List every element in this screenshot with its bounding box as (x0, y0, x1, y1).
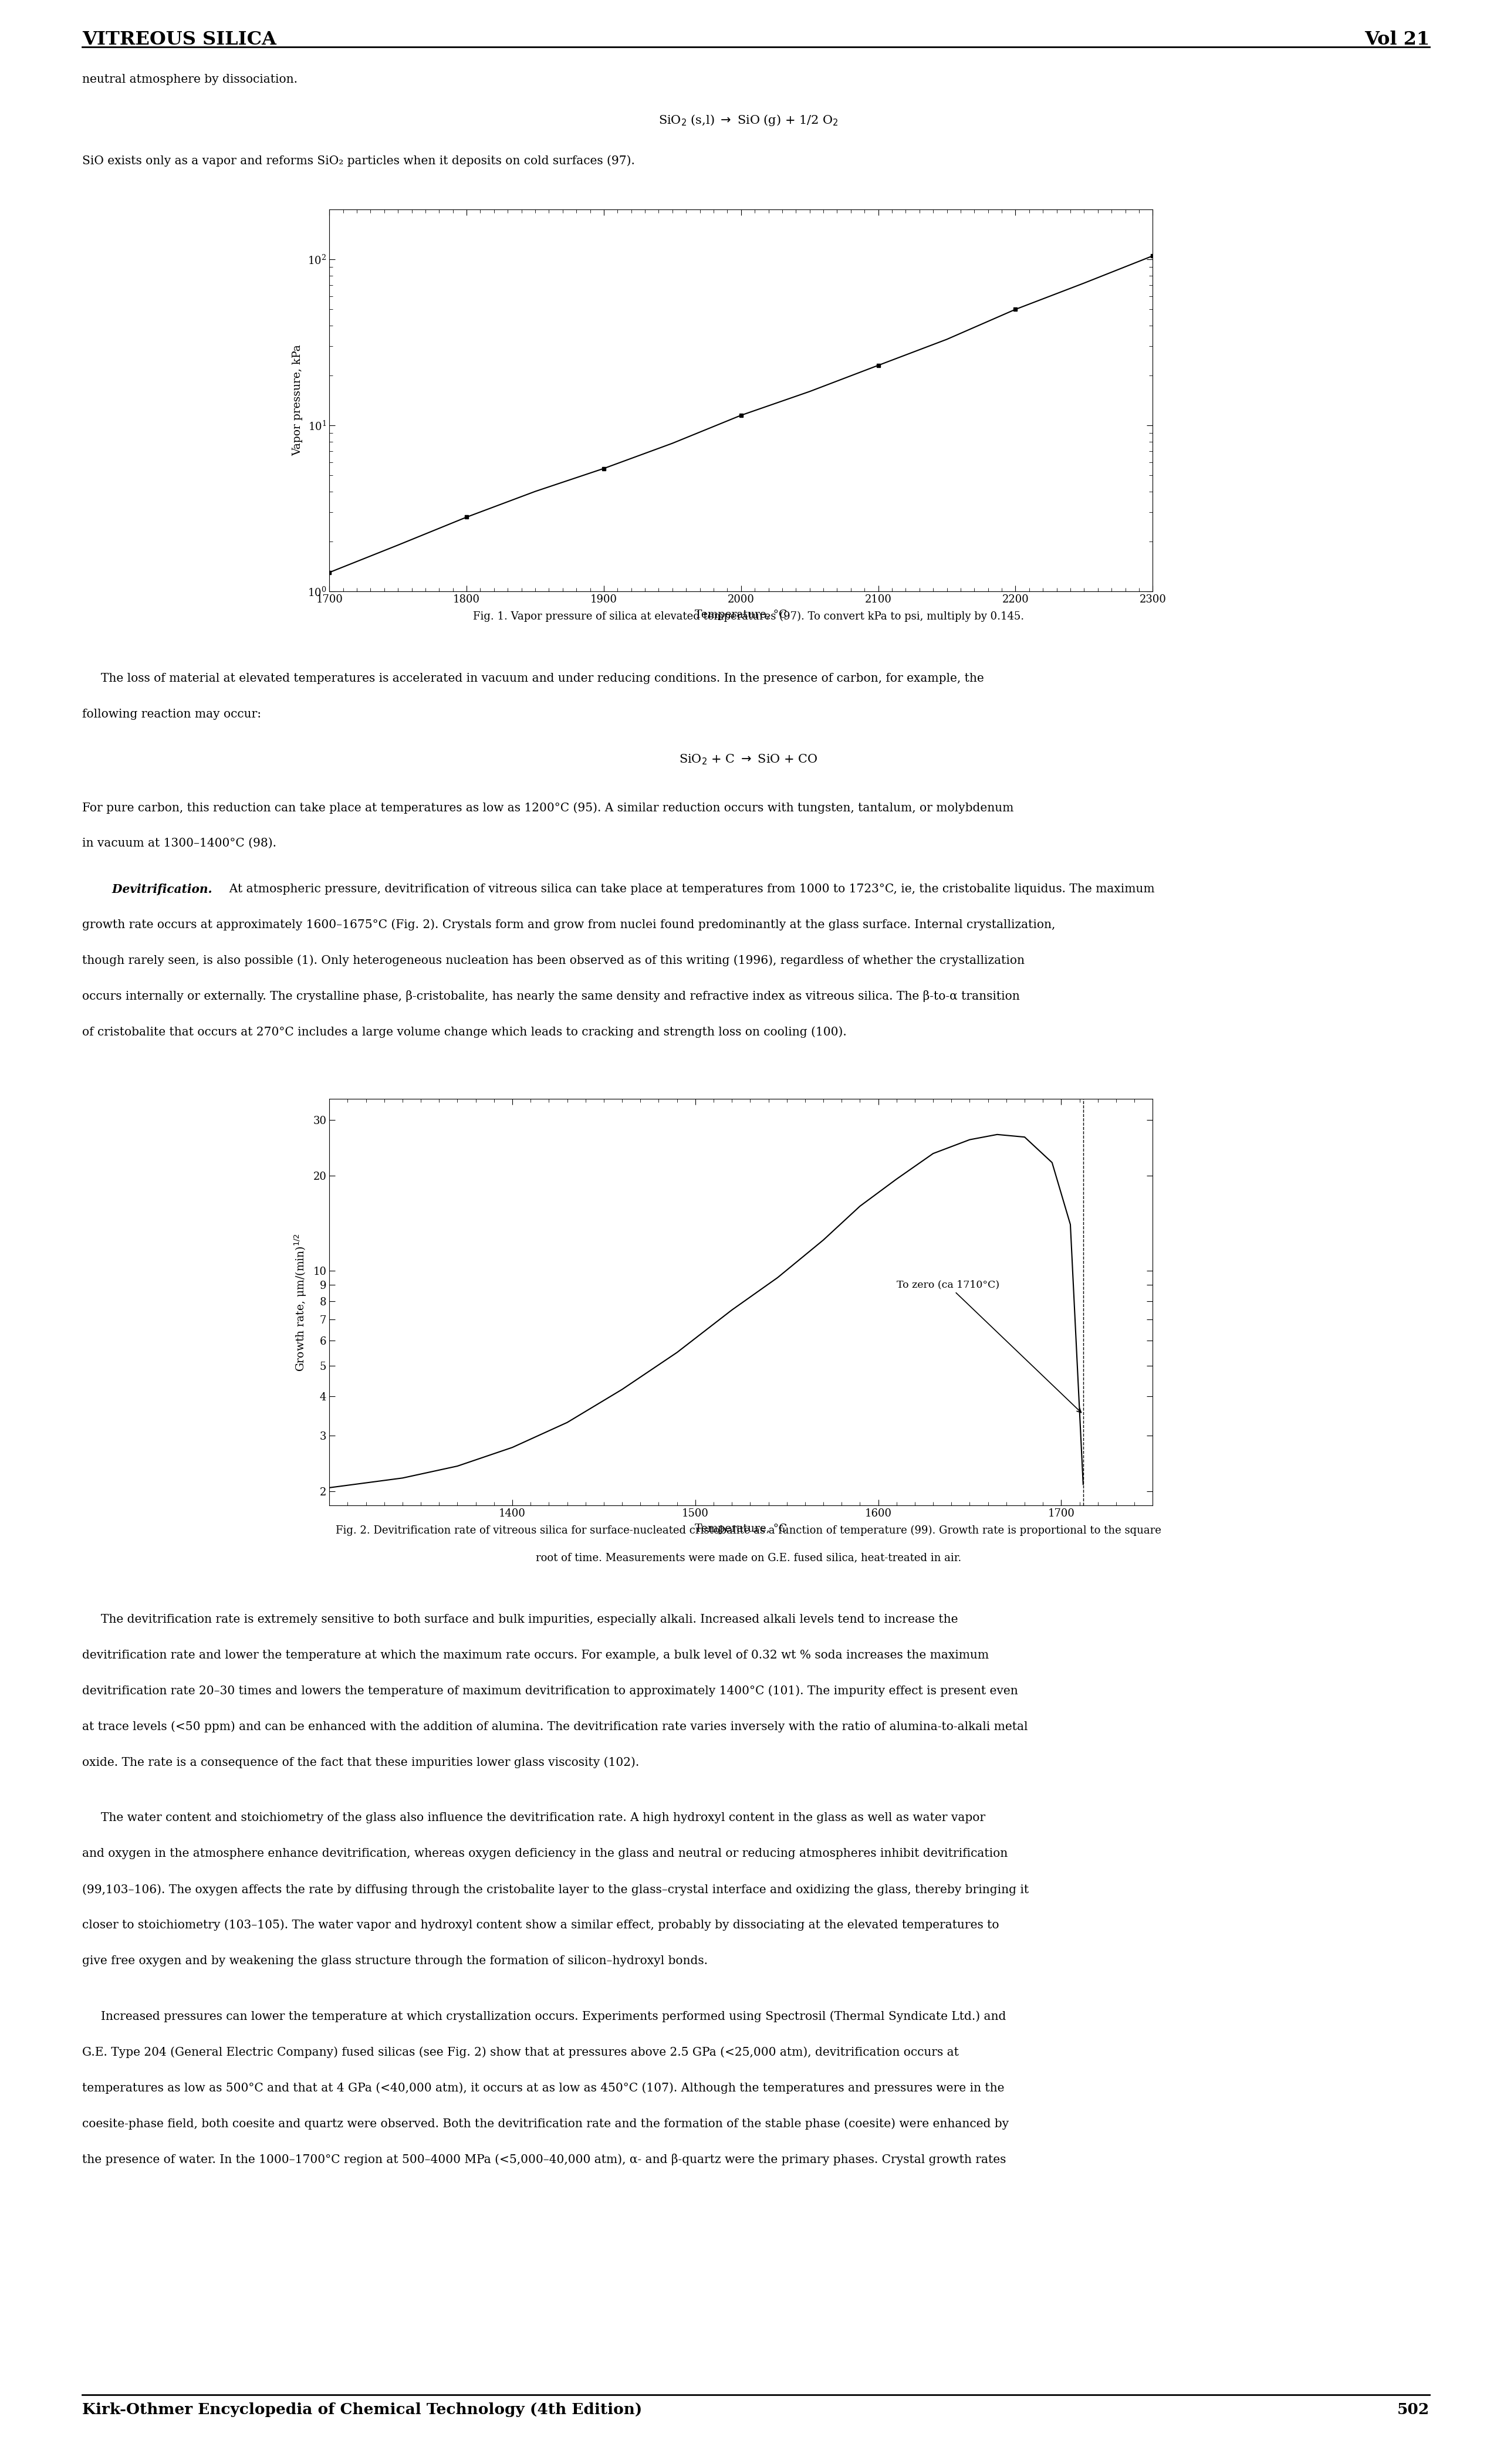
Text: G.E. Type 204 (General Electric Company) fused silicas (see Fig. 2) show that at: G.E. Type 204 (General Electric Company)… (82, 2045, 960, 2057)
X-axis label: Temperature, °C: Temperature, °C (695, 1523, 787, 1535)
Text: For pure carbon, this reduction can take place at temperatures as low as 1200°C : For pure carbon, this reduction can take… (82, 803, 1013, 813)
Text: devitrification rate and lower the temperature at which the maximum rate occurs.: devitrification rate and lower the tempe… (82, 1651, 990, 1661)
Text: Increased pressures can lower the temperature at which crystallization occurs. E: Increased pressures can lower the temper… (82, 2011, 1006, 2023)
Text: coesite-phase field, both coesite and quartz were observed. Both the devitrifica: coesite-phase field, both coesite and qu… (82, 2119, 1009, 2129)
Text: Kirk-Othmer Encyclopedia of Chemical Technology (4th Edition): Kirk-Othmer Encyclopedia of Chemical Tec… (82, 2402, 642, 2417)
Text: temperatures as low as 500°C and that at 4 GPa (<40,000 atm), it occurs at as lo: temperatures as low as 500°C and that at… (82, 2082, 1004, 2094)
Text: SiO exists only as a vapor and reforms SiO₂ particles when it deposits on cold s: SiO exists only as a vapor and reforms S… (82, 155, 635, 168)
Text: The devitrification rate is extremely sensitive to both surface and bulk impurit: The devitrification rate is extremely se… (82, 1614, 958, 1626)
Text: The loss of material at elevated temperatures is accelerated in vacuum and under: The loss of material at elevated tempera… (82, 673, 984, 685)
Text: in vacuum at 1300–1400°C (98).: in vacuum at 1300–1400°C (98). (82, 838, 277, 850)
Text: VITREOUS SILICA: VITREOUS SILICA (82, 30, 277, 49)
Text: the presence of water. In the 1000–1700°C region at 500–4000 MPa (<5,000–40,000 : the presence of water. In the 1000–1700°… (82, 2154, 1006, 2166)
Text: at trace levels (<50 ppm) and can be enhanced with the addition of alumina. The : at trace levels (<50 ppm) and can be enh… (82, 1720, 1028, 1732)
X-axis label: Temperature, °C: Temperature, °C (695, 609, 787, 621)
Text: Fig. 2. Devitrification rate of vitreous silica for surface-nucleated cristobali: Fig. 2. Devitrification rate of vitreous… (335, 1525, 1162, 1535)
Text: though rarely seen, is also possible (1). Only heterogeneous nucleation has been: though rarely seen, is also possible (1)… (82, 954, 1025, 966)
Text: oxide. The rate is a consequence of the fact that these impurities lower glass v: oxide. The rate is a consequence of the … (82, 1757, 639, 1769)
Text: following reaction may occur:: following reaction may occur: (82, 710, 262, 719)
Text: The water content and stoichiometry of the glass also influence the devitrificat: The water content and stoichiometry of t… (82, 1814, 985, 1823)
Text: neutral atmosphere by dissociation.: neutral atmosphere by dissociation. (82, 74, 298, 86)
Y-axis label: Vapor pressure, kPa: Vapor pressure, kPa (292, 345, 302, 456)
Text: Vol 21: Vol 21 (1364, 30, 1430, 49)
Text: (99,103–106). The oxygen affects the rate by diffusing through the cristobalite : (99,103–106). The oxygen affects the rat… (82, 1882, 1028, 1895)
Text: 502: 502 (1397, 2402, 1430, 2417)
Text: growth rate occurs at approximately 1600–1675°C (Fig. 2). Crystals form and grow: growth rate occurs at approximately 1600… (82, 919, 1055, 931)
Text: devitrification rate 20–30 times and lowers the temperature of maximum devitrifi: devitrification rate 20–30 times and low… (82, 1685, 1018, 1698)
Text: root of time. Measurements were made on G.E. fused silica, heat-treated in air.: root of time. Measurements were made on … (536, 1552, 961, 1562)
Text: Devitrification.: Devitrification. (82, 885, 213, 894)
Text: and oxygen in the atmosphere enhance devitrification, whereas oxygen deficiency : and oxygen in the atmosphere enhance dev… (82, 1848, 1007, 1860)
Text: SiO$_2$ + C $\rightarrow$ SiO + CO: SiO$_2$ + C $\rightarrow$ SiO + CO (680, 754, 817, 766)
Text: SiO$_2$ (s,l) $\rightarrow$ SiO (g) + 1/2 O$_2$: SiO$_2$ (s,l) $\rightarrow$ SiO (g) + 1/… (659, 113, 838, 128)
Y-axis label: Growth rate, μm/(min)$^{1/2}$: Growth rate, μm/(min)$^{1/2}$ (293, 1232, 308, 1372)
Text: To zero (ca 1710°C): To zero (ca 1710°C) (897, 1279, 1081, 1412)
Text: At atmospheric pressure, devitrification of vitreous silica can take place at te: At atmospheric pressure, devitrification… (222, 885, 1154, 894)
Text: occurs internally or externally. The crystalline phase, β-cristobalite, has near: occurs internally or externally. The cry… (82, 991, 1019, 1003)
Text: give free oxygen and by weakening the glass structure through the formation of s: give free oxygen and by weakening the gl… (82, 1956, 708, 1966)
Text: closer to stoichiometry (103–105). The water vapor and hydroxyl content show a s: closer to stoichiometry (103–105). The w… (82, 1919, 1000, 1932)
Text: Fig. 1. Vapor pressure of silica at elevated temperatures (97). To convert kPa t: Fig. 1. Vapor pressure of silica at elev… (473, 611, 1024, 621)
Text: of cristobalite that occurs at 270°C includes a large volume change which leads : of cristobalite that occurs at 270°C inc… (82, 1025, 847, 1037)
